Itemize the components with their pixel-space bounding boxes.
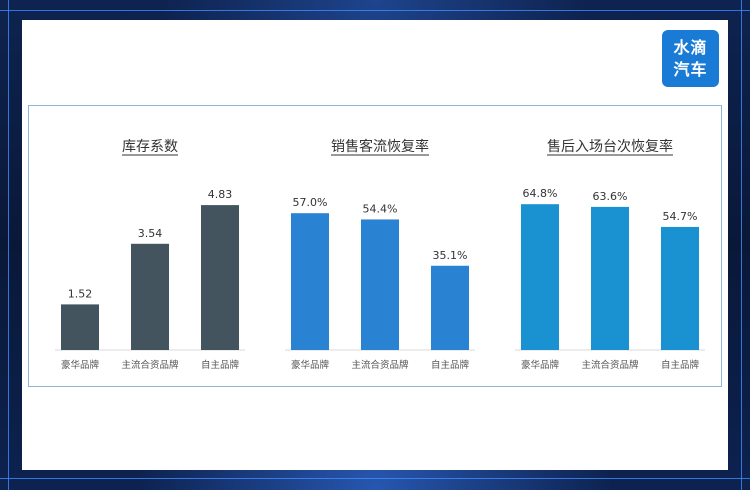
logo-line-1: 水滴 — [673, 37, 708, 57]
data-label: 4.83 — [208, 188, 233, 201]
bar — [431, 265, 469, 350]
frame-top-line — [0, 10, 750, 11]
category-label: 豪华品牌 — [521, 359, 560, 371]
chart-title: 销售客流恢复率 — [331, 138, 429, 155]
bar — [131, 243, 169, 350]
category-label: 主流合资品牌 — [121, 359, 179, 371]
category-label: 豪华品牌 — [291, 359, 330, 371]
brand-logo: 水滴 汽车 — [662, 30, 719, 87]
bar — [291, 213, 329, 350]
category-label: 自主品牌 — [201, 359, 240, 371]
data-label: 63.6% — [593, 190, 628, 203]
category-label: 自主品牌 — [661, 359, 700, 371]
data-label: 3.54 — [138, 227, 163, 240]
category-label: 豪华品牌 — [61, 359, 100, 371]
data-label: 54.4% — [363, 202, 398, 215]
chart-title: 库存系数 — [122, 139, 178, 155]
chart-title: 售后入场台次恢复率 — [547, 138, 673, 155]
data-label: 57.0% — [293, 196, 328, 209]
category-label: 主流合资品牌 — [581, 359, 639, 371]
bar — [661, 226, 699, 350]
bar — [591, 206, 629, 350]
data-label: 54.7% — [663, 210, 698, 223]
category-label: 主流合资品牌 — [351, 359, 409, 371]
bar — [361, 219, 399, 350]
bar — [521, 204, 559, 350]
bar — [201, 205, 239, 350]
data-label: 1.52 — [68, 287, 93, 300]
frame-right-line — [741, 0, 742, 490]
frame-bottom-line — [0, 478, 750, 479]
charts-svg: 库存系数 1.52 豪华品牌 3.54 主流合资品牌 4.83 自主品牌 销售客流恢复率 57.… — [55, 138, 705, 371]
bar — [61, 304, 99, 350]
charts-container: 库存系数 1.52 豪华品牌 3.54 主流合资品牌 4.83 自主品牌 销售客流恢复率 57.… — [28, 105, 722, 387]
data-label: 35.1% — [433, 249, 468, 262]
logo-line-2: 汽车 — [673, 59, 708, 79]
frame-left-line — [8, 0, 9, 490]
data-label: 64.8% — [523, 187, 558, 200]
category-label: 自主品牌 — [431, 359, 470, 371]
